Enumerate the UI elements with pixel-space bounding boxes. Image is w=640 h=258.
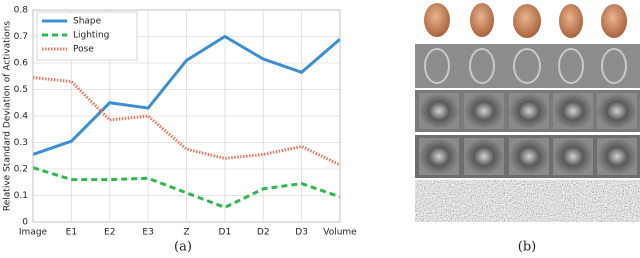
series-line bbox=[32, 166, 341, 210]
y-axis-label: Relative Standard Deviation of Activatio… bbox=[3, 21, 13, 211]
x-tick-label: D3 bbox=[295, 228, 308, 238]
series-line bbox=[32, 34, 341, 156]
x-tick-label: E1 bbox=[66, 228, 77, 238]
x-tick-label: D1 bbox=[219, 228, 232, 238]
y-tick-label: 0.8 bbox=[14, 6, 29, 16]
series-line bbox=[32, 76, 341, 167]
x-tick-label: D2 bbox=[257, 228, 270, 238]
plot-border bbox=[32, 9, 341, 223]
y-tick-label: 0.2 bbox=[14, 165, 28, 175]
caption: (a) bbox=[174, 240, 192, 255]
face-renders bbox=[424, 3, 627, 38]
activation-row bbox=[415, 90, 640, 132]
x-tick-label: E3 bbox=[142, 228, 153, 238]
y-tick-label: 0.6 bbox=[14, 59, 29, 69]
legend-label: Shape bbox=[73, 17, 102, 27]
plot: 0 0.1 0.2 0.3 0.4 0.5 0.6 0.7 0.8 Image E1 E2 E3 Z D1 D… bbox=[14, 6, 358, 238]
y-tick-label: 0.4 bbox=[14, 112, 29, 122]
y-tick-label: 0 bbox=[22, 218, 28, 228]
caption: (b) bbox=[518, 240, 536, 255]
noise-row bbox=[415, 180, 640, 222]
y-tick-label: 0.5 bbox=[14, 85, 28, 95]
y-tick-label: 0.3 bbox=[14, 138, 28, 148]
x-tick-label: Z bbox=[183, 228, 189, 238]
legend-label: Lighting bbox=[73, 31, 109, 41]
x-tick-label: E2 bbox=[104, 228, 115, 238]
y-tick-label: 0.7 bbox=[14, 32, 28, 42]
x-tick-label: Volume bbox=[323, 228, 357, 238]
legend: Shape Lighting Pose bbox=[36, 11, 138, 61]
legend-label: Pose bbox=[73, 45, 94, 55]
x-tick-label: Image bbox=[19, 228, 48, 238]
y-tick-label: 0.1 bbox=[14, 191, 28, 201]
panel-b bbox=[415, 3, 640, 222]
activation-row bbox=[415, 135, 640, 178]
